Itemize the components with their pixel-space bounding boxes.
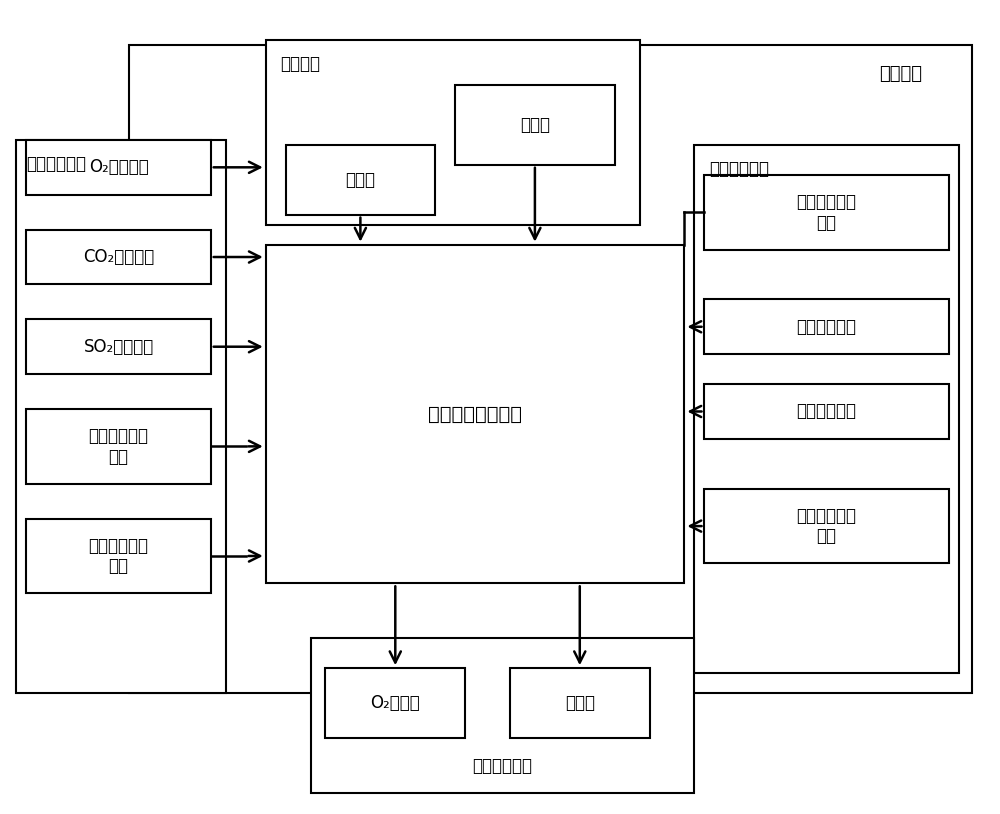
Bar [26,230,211,284]
Text: 系统平台管理单元: 系统平台管理单元 [428,405,522,423]
Bar [704,175,949,250]
Bar [704,384,949,439]
Bar [455,85,615,164]
Text: 内部湿度监控
模块: 内部湿度监控 模块 [797,506,857,545]
Text: 外部湿度监控
模块: 外部湿度监控 模块 [89,536,149,575]
Text: 电流监控模块: 电流监控模块 [797,402,857,421]
Text: CO₂监控模块: CO₂监控模块 [83,248,154,266]
Text: 外部温度监控
模块: 外部温度监控 模块 [89,427,149,466]
Text: 指示灯: 指示灯 [345,171,375,189]
Bar [266,244,684,584]
Text: 焊接电源: 焊接电源 [879,65,922,83]
Bar [26,519,211,593]
Text: 蜂鸣器: 蜂鸣器 [520,116,550,134]
Bar [16,140,226,693]
Bar [704,300,949,354]
Bar [26,319,211,374]
Text: 净化器: 净化器 [565,694,595,712]
Text: O₂监控模块: O₂监控模块 [89,158,148,177]
Bar [26,409,211,484]
Bar [325,668,465,737]
Bar [311,638,694,793]
Bar [510,668,650,737]
Bar [266,40,640,225]
Bar [286,145,435,215]
Text: 电压监控模块: 电压监控模块 [797,317,857,335]
Text: 内部监控单元: 内部监控单元 [709,160,769,177]
Text: 内部温度监控
模块: 内部温度监控 模块 [797,193,857,231]
Text: SO₂监控模块: SO₂监控模块 [83,338,154,356]
Text: 外部监控单元: 外部监控单元 [26,155,86,173]
Bar [704,488,949,563]
Text: 报警单元: 报警单元 [281,55,321,73]
Bar [26,140,211,195]
Text: 环境改善单元: 环境改善单元 [472,757,532,775]
Text: O₂发生器: O₂发生器 [370,694,420,712]
Bar [694,145,959,673]
Bar [129,46,972,693]
